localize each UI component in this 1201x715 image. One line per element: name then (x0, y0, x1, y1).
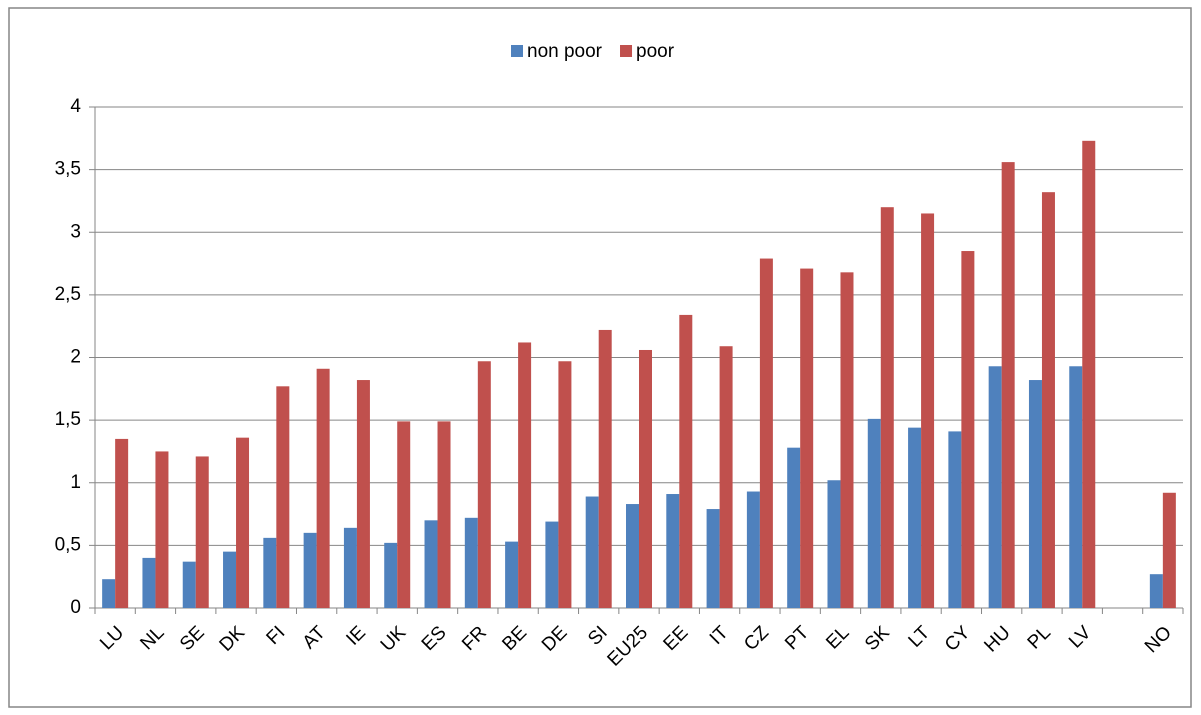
y-tick-label: 0 (70, 597, 81, 618)
bar (800, 268, 814, 608)
bar (276, 386, 290, 608)
bar (706, 509, 720, 608)
bar (477, 361, 491, 608)
bar (182, 561, 196, 608)
bar (263, 537, 277, 608)
bar (1028, 380, 1042, 608)
y-tick-label: 4 (70, 96, 81, 117)
bar (961, 251, 975, 608)
y-tick-label: 1,5 (55, 409, 81, 430)
bar (1041, 192, 1055, 609)
bar (316, 368, 330, 608)
y-tick-label: 3 (70, 221, 81, 242)
bar (921, 213, 935, 608)
bar (142, 557, 156, 608)
bar (1001, 162, 1015, 609)
bar (639, 349, 652, 608)
bar (787, 447, 801, 608)
bar (115, 438, 129, 608)
bar (384, 542, 398, 608)
bar (424, 520, 438, 608)
bar (397, 421, 411, 608)
legend-swatch (511, 45, 523, 57)
bar (155, 451, 169, 608)
legend-swatch (620, 45, 633, 57)
bar (948, 431, 962, 608)
bar (666, 494, 680, 608)
bar (518, 342, 532, 608)
bar (880, 207, 894, 608)
bar (719, 346, 733, 608)
legend-label: poor (636, 41, 675, 62)
bar (236, 437, 250, 608)
bar (437, 421, 451, 608)
bar (223, 551, 237, 608)
bar (759, 258, 773, 608)
bar (679, 314, 693, 608)
y-tick-label: 1 (70, 472, 81, 493)
y-tick-label: 3,5 (55, 159, 81, 180)
bar (1082, 140, 1096, 608)
bar (1162, 492, 1176, 608)
bar (867, 418, 881, 608)
bar (505, 541, 519, 608)
legend-label: non poor (527, 41, 603, 62)
bar (585, 496, 599, 608)
bar (356, 380, 370, 608)
bar (908, 427, 922, 608)
bar (195, 456, 209, 608)
bar (840, 272, 854, 608)
bar (988, 366, 1002, 608)
bar (1069, 366, 1083, 608)
y-tick-label: 2,5 (55, 284, 81, 305)
bar (102, 579, 116, 608)
bar (343, 527, 357, 608)
bar (545, 521, 559, 608)
y-tick-label: 2 (70, 347, 81, 368)
bar (626, 504, 639, 608)
bar (464, 517, 478, 608)
bar (1149, 574, 1163, 608)
bar (303, 532, 317, 608)
bar (558, 361, 572, 608)
y-tick-label: 0,5 (55, 534, 81, 555)
bar (598, 329, 612, 608)
bar (746, 491, 760, 608)
bar (827, 480, 841, 608)
